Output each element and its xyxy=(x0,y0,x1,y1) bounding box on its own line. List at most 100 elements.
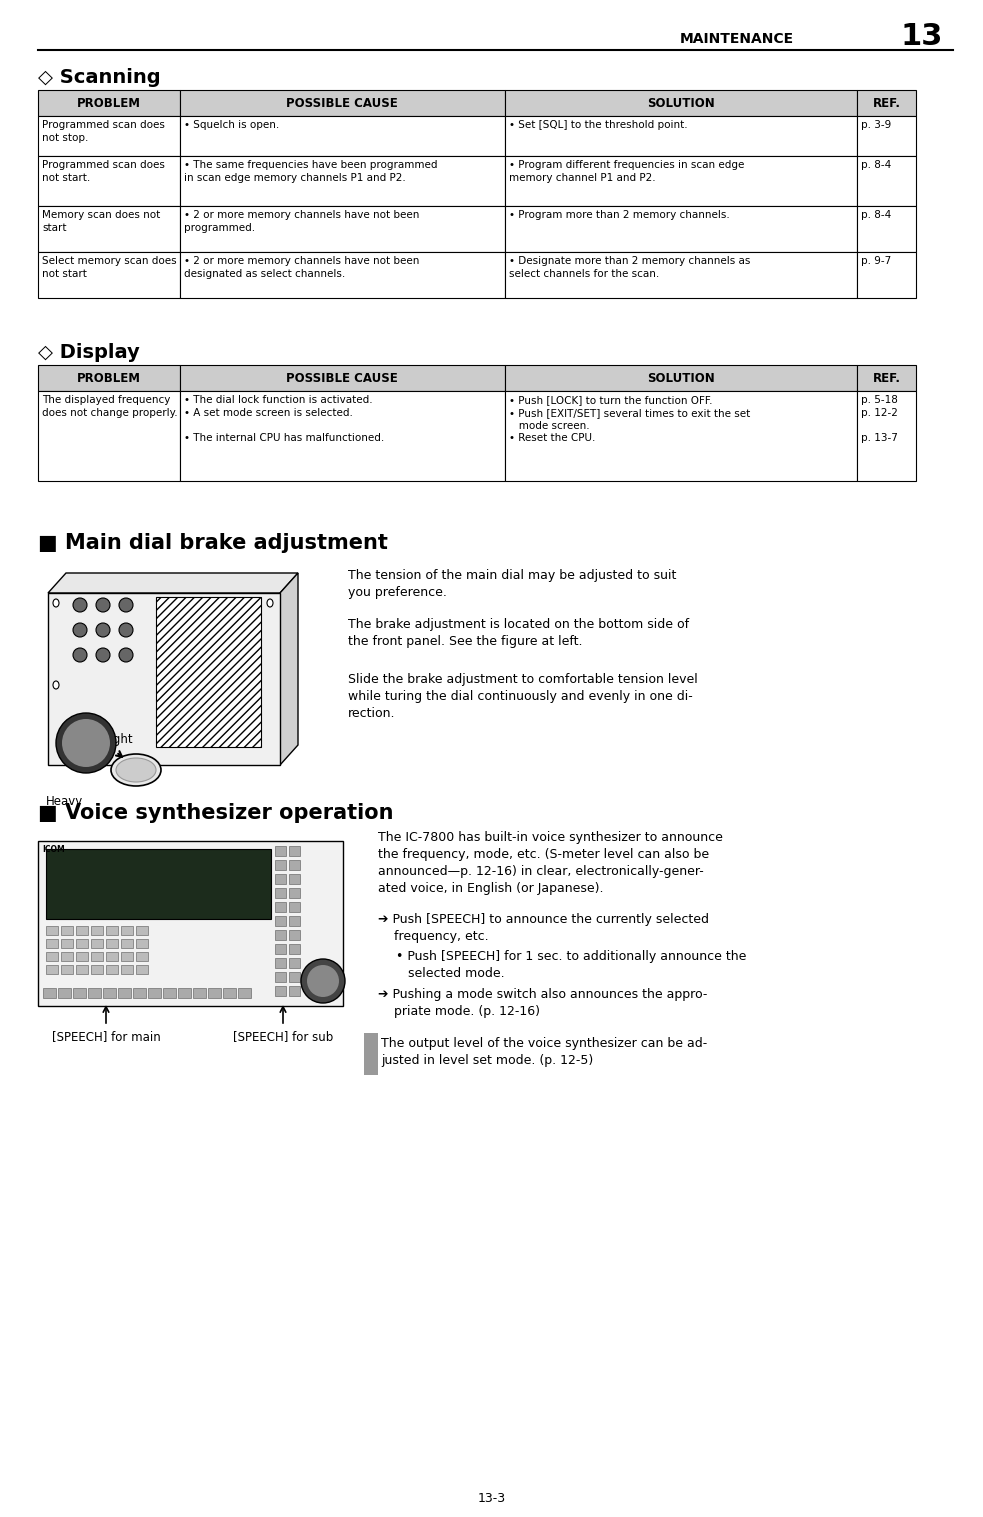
Bar xyxy=(289,972,300,981)
Polygon shape xyxy=(280,573,298,765)
Bar xyxy=(121,925,133,934)
Bar xyxy=(504,391,857,481)
Bar xyxy=(91,965,103,974)
Text: ◇ Scanning: ◇ Scanning xyxy=(38,68,160,86)
Bar xyxy=(857,366,916,391)
Ellipse shape xyxy=(111,754,161,786)
Bar xyxy=(76,953,88,960)
Bar xyxy=(61,939,73,948)
Text: POSSIBLE CAUSE: POSSIBLE CAUSE xyxy=(286,372,398,384)
Text: ■ Main dial brake adjustment: ■ Main dial brake adjustment xyxy=(38,532,388,554)
Text: • Program different frequencies in scan edge
memory channel P1 and P2.: • Program different frequencies in scan … xyxy=(508,159,744,184)
Bar xyxy=(46,965,58,974)
Bar xyxy=(136,953,148,960)
Bar xyxy=(136,925,148,934)
Text: PROBLEM: PROBLEM xyxy=(77,97,141,109)
Bar xyxy=(38,115,180,156)
Text: The IC-7800 has built-in voice synthesizer to announce
the frequency, mode, etc.: The IC-7800 has built-in voice synthesiz… xyxy=(378,831,723,895)
Circle shape xyxy=(119,598,133,611)
Bar xyxy=(857,391,916,481)
Text: Memory scan does not
start: Memory scan does not start xyxy=(42,209,160,232)
Bar xyxy=(76,965,88,974)
Bar xyxy=(88,988,101,998)
Bar xyxy=(118,988,131,998)
Bar xyxy=(43,988,56,998)
Bar xyxy=(238,988,251,998)
Bar xyxy=(275,860,286,871)
Text: • Set [SQL] to the threshold point.: • Set [SQL] to the threshold point. xyxy=(508,120,687,130)
Bar xyxy=(38,252,180,297)
Text: 13-3: 13-3 xyxy=(478,1493,506,1505)
Text: • Designate more than 2 memory channels as
select channels for the scan.: • Designate more than 2 memory channels … xyxy=(508,256,750,279)
Bar xyxy=(180,391,504,481)
Bar xyxy=(275,874,286,884)
Bar xyxy=(857,252,916,297)
Bar xyxy=(180,90,504,115)
Bar xyxy=(76,925,88,934)
Bar xyxy=(275,846,286,856)
Text: • The dial lock function is activated.
• A set mode screen is selected.

• The i: • The dial lock function is activated. •… xyxy=(184,394,384,443)
Bar xyxy=(38,564,308,775)
Ellipse shape xyxy=(53,681,59,689)
Text: p. 8-4: p. 8-4 xyxy=(861,159,892,170)
Bar xyxy=(275,972,286,981)
Bar xyxy=(857,90,916,115)
Text: ➔ Push [SPEECH] to announce the currently selected
    frequency, etc.: ➔ Push [SPEECH] to announce the currentl… xyxy=(378,913,709,944)
Circle shape xyxy=(96,648,110,661)
Bar xyxy=(504,252,857,297)
Text: • The same frequencies have been programmed
in scan edge memory channels P1 and : • The same frequencies have been program… xyxy=(184,159,437,184)
Circle shape xyxy=(73,598,87,611)
Circle shape xyxy=(119,623,133,637)
Text: The output level of the voice synthesizer can be ad-
justed in level set mode. (: The output level of the voice synthesize… xyxy=(381,1038,707,1066)
Bar xyxy=(73,988,86,998)
Circle shape xyxy=(96,623,110,637)
Bar xyxy=(121,939,133,948)
Bar xyxy=(58,988,71,998)
Text: • Program more than 2 memory channels.: • Program more than 2 memory channels. xyxy=(508,209,729,220)
Bar xyxy=(857,115,916,156)
Circle shape xyxy=(73,648,87,661)
Circle shape xyxy=(56,713,116,774)
Text: The tension of the main dial may be adjusted to suit
you preference.: The tension of the main dial may be adju… xyxy=(348,569,676,599)
Bar xyxy=(289,887,300,898)
Bar xyxy=(504,156,857,206)
Bar xyxy=(148,988,161,998)
Bar xyxy=(61,925,73,934)
Bar xyxy=(289,930,300,941)
Text: Programmed scan does
not start.: Programmed scan does not start. xyxy=(42,159,165,184)
Bar xyxy=(180,366,504,391)
Text: REF.: REF. xyxy=(873,97,900,109)
Bar xyxy=(156,598,261,746)
Text: The displayed frequency
does not change properly.: The displayed frequency does not change … xyxy=(42,394,178,417)
Bar xyxy=(61,953,73,960)
Text: ➔ Pushing a mode switch also announces the appro-
    priate mode. (p. 12-16): ➔ Pushing a mode switch also announces t… xyxy=(378,988,708,1018)
Bar xyxy=(178,988,191,998)
Bar xyxy=(275,887,286,898)
Text: REF.: REF. xyxy=(873,372,900,384)
Circle shape xyxy=(96,598,110,611)
Text: • Push [SPEECH] for 1 sec. to additionally announce the
     selected mode.: • Push [SPEECH] for 1 sec. to additional… xyxy=(388,950,746,980)
Polygon shape xyxy=(48,593,280,765)
Text: SOLUTION: SOLUTION xyxy=(647,97,715,109)
Bar xyxy=(857,156,916,206)
Polygon shape xyxy=(48,573,298,593)
Bar xyxy=(857,206,916,252)
Bar xyxy=(504,206,857,252)
Bar xyxy=(275,959,286,968)
Bar xyxy=(504,366,857,391)
Bar xyxy=(223,988,236,998)
Bar xyxy=(275,944,286,954)
Bar xyxy=(46,939,58,948)
Text: • 2 or more memory channels have not been
designated as select channels.: • 2 or more memory channels have not bee… xyxy=(184,256,419,279)
Ellipse shape xyxy=(267,599,273,607)
Bar xyxy=(275,930,286,941)
Text: [SPEECH] for main: [SPEECH] for main xyxy=(52,1030,160,1044)
Bar xyxy=(61,965,73,974)
Bar xyxy=(106,925,118,934)
Bar xyxy=(289,860,300,871)
Bar xyxy=(289,916,300,925)
Bar xyxy=(38,366,180,391)
Text: ■ Voice synthesizer operation: ■ Voice synthesizer operation xyxy=(38,802,393,824)
Text: Programmed scan does
not stop.: Programmed scan does not stop. xyxy=(42,120,165,143)
Bar xyxy=(163,988,176,998)
